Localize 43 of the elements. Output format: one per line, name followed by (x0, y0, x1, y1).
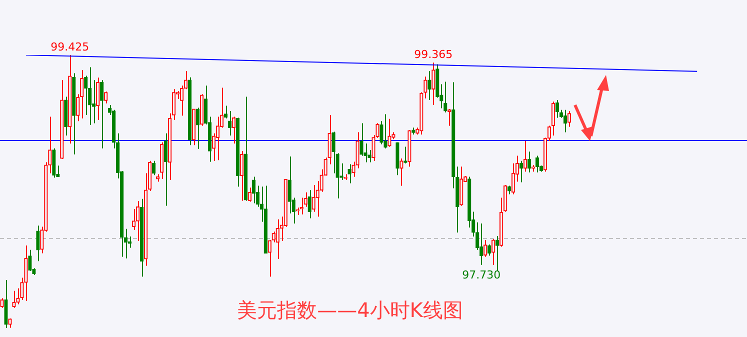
candlestick (24, 245, 28, 302)
candlestick (288, 156, 292, 214)
candlestick (252, 176, 256, 204)
candlestick (400, 158, 404, 186)
candlestick (216, 116, 220, 161)
candlestick (100, 80, 104, 149)
candlestick (272, 231, 276, 243)
candlestick (104, 91, 108, 104)
text: 美元指数——4小时K线图 (236, 297, 464, 324)
candlestick (136, 200, 140, 242)
candlestick (132, 208, 136, 230)
candlestick (428, 70, 432, 101)
candlestick (563, 109, 568, 133)
candlestick (164, 132, 168, 206)
annotation: 99.425 (50, 40, 90, 54)
candlestick (388, 118, 392, 148)
candlestick (348, 164, 352, 184)
candlestick (484, 240, 488, 258)
candlestick (4, 279, 8, 328)
annotation: 97.730 (462, 268, 501, 282)
candlestick (240, 150, 244, 202)
candlestick (488, 244, 492, 256)
candlestick (332, 131, 336, 174)
candlestick (232, 116, 236, 144)
candlestick (36, 225, 40, 262)
annotation: 99.365 (414, 48, 453, 62)
candlestick (567, 110, 572, 128)
candlestick (196, 107, 200, 150)
candlestick (12, 290, 16, 308)
candlestick (224, 105, 228, 119)
candlestick (152, 160, 156, 176)
candlestick (384, 114, 388, 149)
candlestick (360, 122, 364, 156)
candlestick (88, 66, 92, 126)
candlestick (28, 249, 32, 272)
candlestick (424, 76, 428, 99)
candlestick (432, 62, 436, 106)
candlestick (0, 298, 4, 308)
candlestick (444, 81, 448, 113)
candlestick (52, 148, 56, 178)
candlestick (380, 120, 384, 145)
candlestick (228, 110, 232, 136)
candlestick (404, 146, 408, 164)
